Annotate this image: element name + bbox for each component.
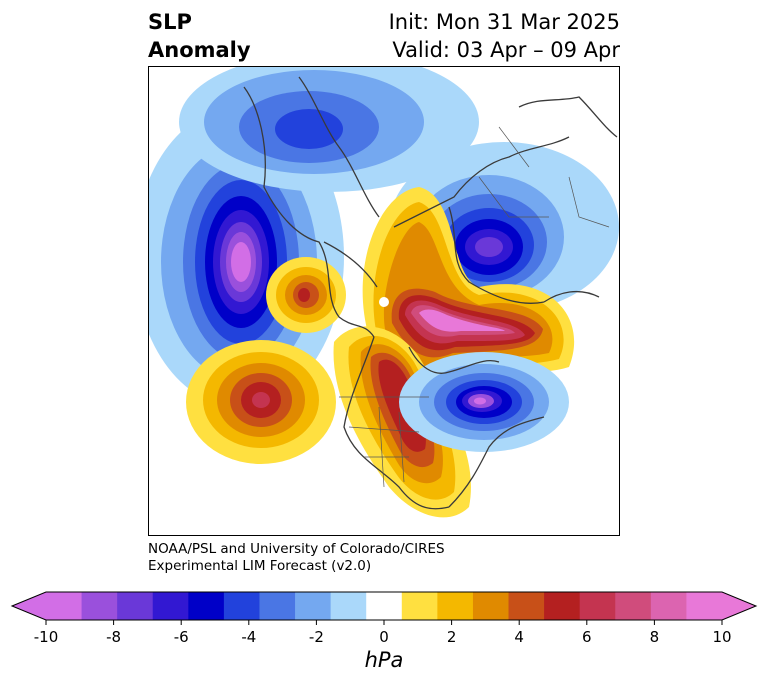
title-line-2: Anomaly: [148, 38, 251, 62]
colorbar-segment: [46, 592, 83, 620]
low-europe: [399, 352, 569, 452]
colorbar-segment: [366, 592, 403, 620]
colorbar-tick-label: 6: [582, 628, 592, 646]
colorbar-tick-label: -6: [173, 628, 189, 646]
high-arctic-eurasia: [362, 187, 575, 387]
low-north-band: [179, 67, 479, 192]
credit-line-2: Experimental LIM Forecast (v2.0): [148, 558, 372, 574]
colorbar-segment: [188, 592, 225, 620]
colorbar-tick-label: -4: [241, 628, 257, 646]
colorbar: [10, 591, 758, 625]
colorbar-segment: [615, 592, 652, 620]
colorbar-tick-label: -8: [106, 628, 122, 646]
colorbar-segment: [508, 592, 545, 620]
colorbar-segment: [259, 592, 296, 620]
credit-line-1: NOAA/PSL and University of Colorado/CIRE…: [148, 541, 445, 557]
map-canvas: [149, 67, 619, 518]
colorbar-tick-label: 8: [649, 628, 660, 646]
colorbar-segment: [437, 592, 474, 620]
colorbar-segment: [650, 592, 687, 620]
colorbar-segment: [117, 592, 154, 620]
colorbar-tick-label: -10: [33, 628, 59, 646]
colorbar-tick-label: 10: [712, 628, 732, 646]
colorbar-segment: [579, 592, 616, 620]
colorbar-segment: [223, 592, 260, 620]
colorbar-segment: [330, 592, 367, 620]
high-alaska: [266, 257, 346, 333]
map-title: SLP Anomaly: [148, 8, 251, 64]
colorbar-units: hPa: [364, 648, 404, 672]
pole-marker: [379, 297, 389, 307]
colorbar-tick-label: 4: [514, 628, 524, 646]
colorbar-segment: [295, 592, 332, 620]
colorbar-segment: [472, 592, 510, 620]
forecast-dates: Init: Mon 31 Mar 2025 Valid: 03 Apr – 09…: [389, 8, 620, 64]
init-date: Init: Mon 31 Mar 2025: [388, 10, 620, 34]
colorbar-tick-label: 0: [379, 628, 389, 646]
colorbar-tick-label: 2: [446, 628, 457, 646]
colorbar-segment: [81, 592, 118, 620]
colorbar-over-arrow: [722, 592, 756, 620]
colorbar-segment: [544, 592, 581, 620]
coastlines: [243, 76, 618, 510]
colorbar-under-arrow: [12, 592, 46, 620]
valid-range: Valid: 03 Apr – 09 Apr: [392, 38, 620, 62]
credit: NOAA/PSL and University of Colorado/CIRE…: [148, 541, 445, 575]
colorbar-segment: [686, 592, 723, 620]
colorbar-segment: [401, 592, 438, 620]
borders: [339, 126, 610, 488]
colorbar-segment: [152, 592, 189, 620]
high-pacific: [186, 340, 336, 464]
anomaly-map: [148, 66, 620, 536]
title-line-1: SLP: [148, 10, 192, 34]
colorbar-tick-label: -2: [308, 628, 324, 646]
